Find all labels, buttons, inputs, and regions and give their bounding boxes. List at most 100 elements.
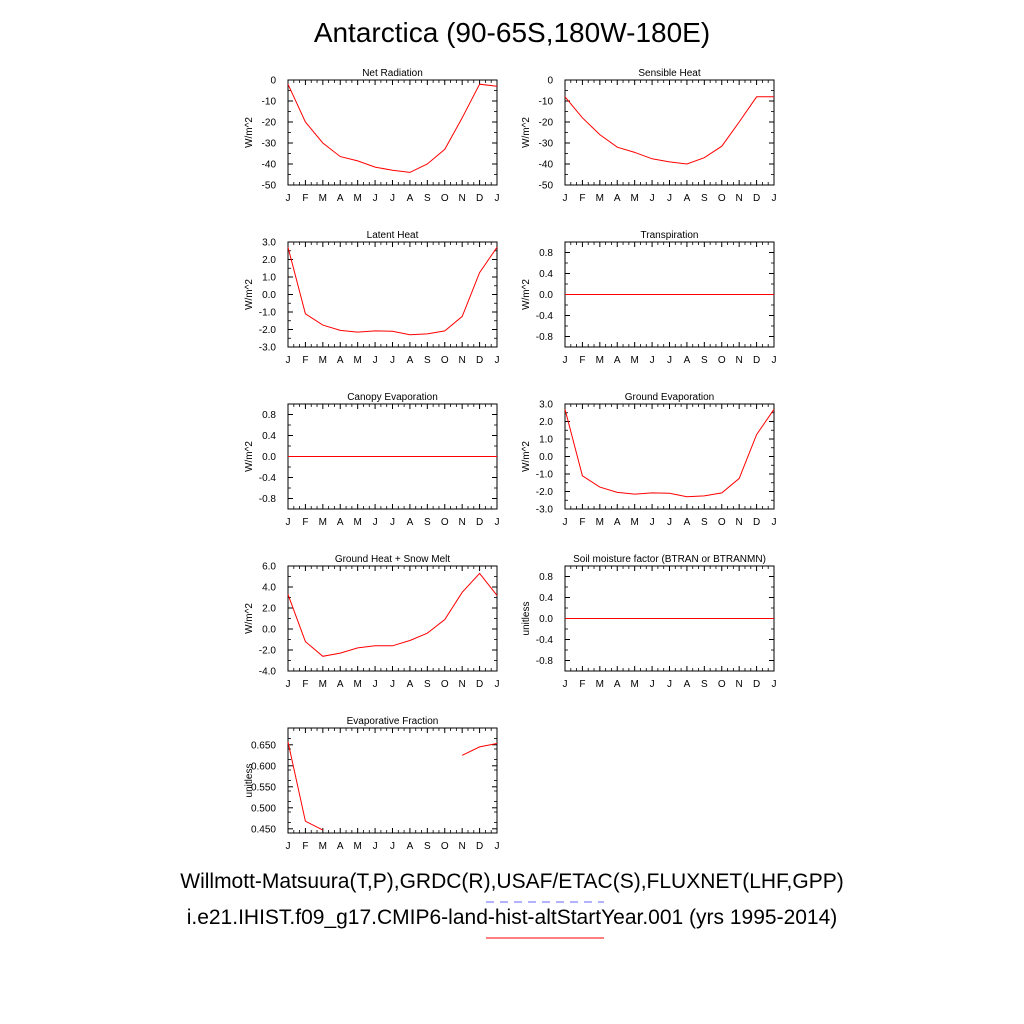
x-tick-label: F <box>302 679 308 690</box>
y-tick-label: 0.650 <box>251 740 276 751</box>
x-tick-label: A <box>337 517 344 528</box>
y-tick-label: 3.0 <box>262 238 276 249</box>
y-axis-label: W/m^2 <box>244 279 255 310</box>
y-tick-label: 3.0 <box>539 400 553 411</box>
x-tick-label: M <box>353 841 361 852</box>
x-tick-label: A <box>684 517 691 528</box>
x-tick-label: J <box>772 355 777 366</box>
x-tick-label: J <box>286 193 291 204</box>
x-tick-label: J <box>286 517 291 528</box>
x-tick-label: A <box>337 841 344 852</box>
y-tick-label: 0.8 <box>262 410 276 421</box>
x-tick-label: A <box>614 679 621 690</box>
panel-title: Soil moisture factor (BTRAN or BTRANMN) <box>573 554 766 565</box>
x-tick-label: J <box>772 193 777 204</box>
x-tick-label: S <box>424 517 431 528</box>
y-tick-label: -1.0 <box>259 308 277 319</box>
series-line <box>564 96 774 165</box>
x-tick-label: S <box>701 193 708 204</box>
x-tick-label: S <box>701 679 708 690</box>
x-tick-label: O <box>441 355 449 366</box>
y-tick-label: 0.8 <box>539 572 553 583</box>
x-tick-label: S <box>424 679 431 690</box>
panel-7: Soil moisture factor (BTRAN or BTRANMN) u… <box>521 554 777 690</box>
x-tick-label: F <box>302 355 308 366</box>
x-tick-label: D <box>753 517 760 528</box>
x-tick-label: J <box>373 355 378 366</box>
x-tick-label: A <box>337 679 344 690</box>
y-tick-label: -10 <box>262 97 277 108</box>
y-tick-label: -20 <box>539 118 554 129</box>
y-tick-label: 0.0 <box>262 290 276 301</box>
x-tick-label: M <box>319 841 327 852</box>
x-tick-label: J <box>650 193 655 204</box>
x-tick-label: M <box>319 679 327 690</box>
x-tick-label: O <box>718 193 726 204</box>
x-tick-label: S <box>424 841 431 852</box>
series-line <box>287 572 498 657</box>
x-tick-label: A <box>337 193 344 204</box>
y-axis-label: unitless <box>521 602 532 636</box>
x-tick-label: J <box>495 517 500 528</box>
x-tick-label: J <box>495 355 500 366</box>
y-axis-label: W/m^2 <box>244 441 255 472</box>
x-tick-label: M <box>353 517 361 528</box>
y-axis-label: W/m^2 <box>521 117 532 148</box>
x-tick-label: A <box>614 517 621 528</box>
y-tick-label: -3.0 <box>536 505 554 516</box>
y-tick-label: 0.4 <box>262 431 276 442</box>
y-tick-label: -50 <box>262 181 277 192</box>
y-tick-label: -0.4 <box>259 473 277 484</box>
x-tick-label: F <box>302 193 308 204</box>
x-tick-label: N <box>736 517 743 528</box>
x-tick-label: J <box>667 517 672 528</box>
x-tick-label: M <box>630 193 638 204</box>
y-tick-label: 1.0 <box>262 273 276 284</box>
x-tick-label: S <box>701 355 708 366</box>
x-tick-label: J <box>390 193 395 204</box>
x-tick-label: F <box>579 193 585 204</box>
y-tick-label: 0.500 <box>251 803 276 814</box>
x-tick-label: J <box>495 193 500 204</box>
series-line <box>287 741 324 831</box>
x-tick-label: J <box>373 841 378 852</box>
x-tick-label: M <box>353 355 361 366</box>
x-tick-label: S <box>424 355 431 366</box>
x-tick-label: J <box>563 355 568 366</box>
plot-frame <box>287 79 498 186</box>
x-tick-label: J <box>390 355 395 366</box>
x-tick-label: A <box>684 193 691 204</box>
x-tick-label: A <box>684 355 691 366</box>
plot-frame <box>287 565 498 672</box>
x-tick-label: J <box>390 841 395 852</box>
y-axis-label: W/m^2 <box>521 279 532 310</box>
x-tick-label: S <box>701 517 708 528</box>
x-tick-label: F <box>302 517 308 528</box>
y-tick-label: -0.4 <box>536 635 554 646</box>
y-axis-label: W/m^2 <box>244 117 255 148</box>
x-tick-label: N <box>459 679 466 690</box>
x-tick-label: D <box>476 517 483 528</box>
y-tick-label: 2.0 <box>262 255 276 266</box>
x-tick-label: M <box>353 193 361 204</box>
y-tick-label: -20 <box>262 118 277 129</box>
x-tick-label: O <box>441 679 449 690</box>
x-tick-label: M <box>319 193 327 204</box>
x-tick-label: M <box>596 193 604 204</box>
x-tick-label: D <box>476 841 483 852</box>
x-tick-label: O <box>441 517 449 528</box>
plot-frame <box>564 79 775 186</box>
x-tick-label: M <box>630 679 638 690</box>
x-tick-label: J <box>286 355 291 366</box>
y-tick-label: -4.0 <box>259 667 277 678</box>
y-tick-label: 6.0 <box>262 562 276 573</box>
x-tick-label: J <box>286 679 291 690</box>
x-tick-label: O <box>718 355 726 366</box>
x-tick-label: D <box>476 679 483 690</box>
x-tick-label: N <box>736 679 743 690</box>
x-tick-label: J <box>373 517 378 528</box>
y-tick-label: 2.0 <box>262 604 276 615</box>
y-axis-label: W/m^2 <box>521 441 532 472</box>
x-tick-label: A <box>407 841 414 852</box>
y-tick-label: -50 <box>539 181 554 192</box>
